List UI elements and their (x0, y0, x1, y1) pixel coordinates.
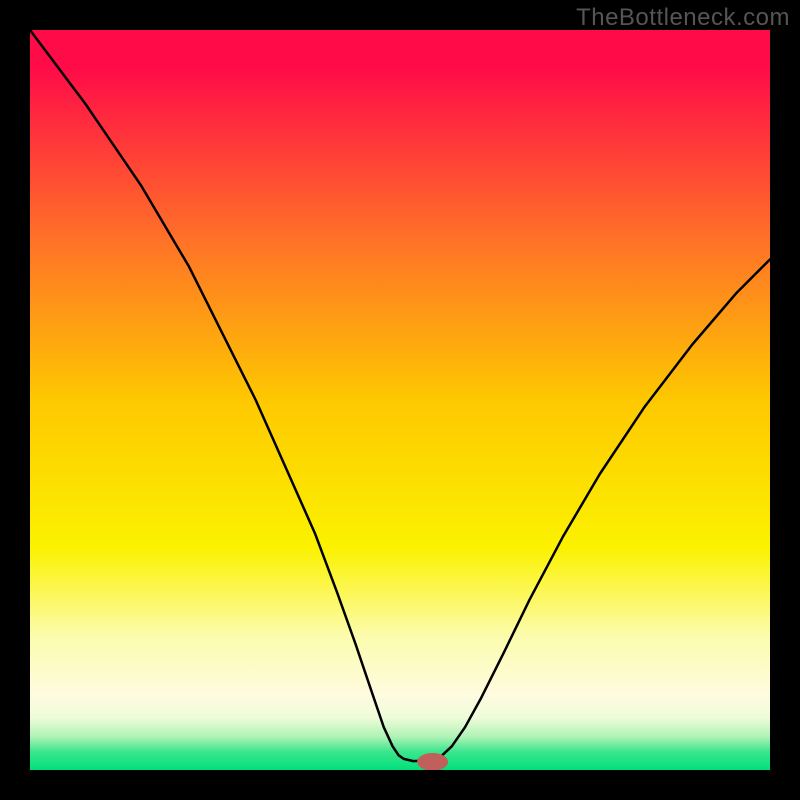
border-bottom (0, 770, 800, 800)
border-left (0, 0, 30, 800)
border-right (770, 0, 800, 800)
optimal-point-marker (417, 753, 448, 771)
watermark-text: TheBottleneck.com (576, 4, 790, 32)
bottleneck-chart (0, 0, 800, 800)
chart-frame: TheBottleneck.com (0, 0, 800, 800)
gradient-background (30, 30, 770, 770)
